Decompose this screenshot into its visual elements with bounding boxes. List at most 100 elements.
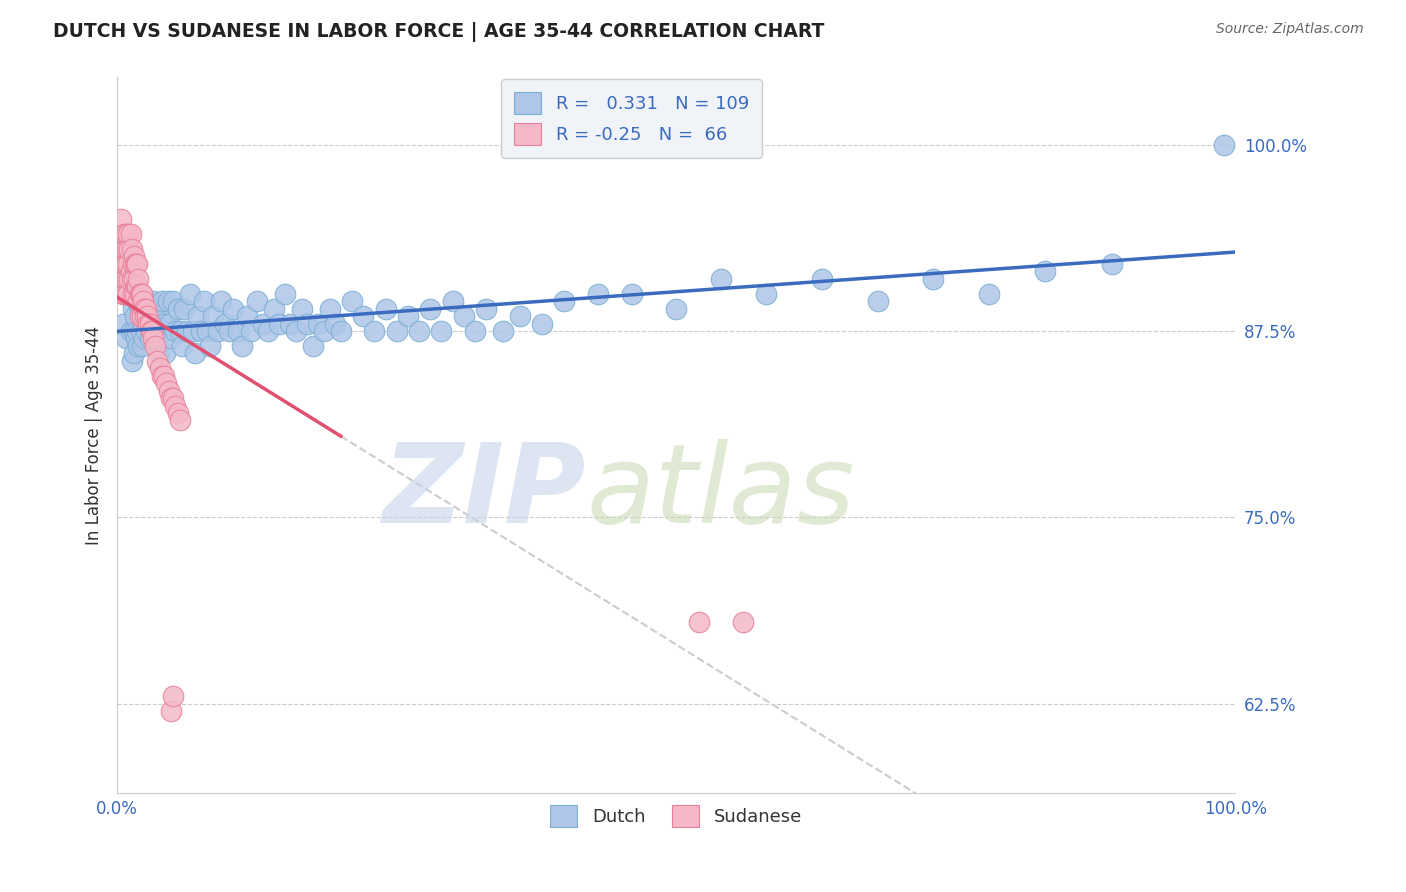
Point [733, 615, 755, 629]
Point [1033, 264, 1056, 278]
Point [121, 301, 143, 316]
Point [187, 309, 209, 323]
Point [124, 309, 146, 323]
Point [165, 399, 187, 413]
Point [755, 286, 778, 301]
Point [115, 227, 138, 241]
Point [170, 339, 193, 353]
Point [291, 301, 314, 316]
Point [127, 257, 149, 271]
Point [152, 317, 174, 331]
Point [257, 324, 280, 338]
Point [125, 257, 148, 271]
Point [115, 257, 138, 271]
Point [162, 690, 184, 704]
Point [665, 301, 688, 316]
Point [162, 294, 184, 309]
Point [160, 331, 183, 345]
Point [531, 317, 554, 331]
Point [117, 227, 139, 241]
Point [134, 309, 156, 323]
Point [166, 301, 188, 316]
Point [184, 346, 207, 360]
Point [430, 324, 453, 338]
Point [143, 331, 166, 345]
Point [329, 324, 352, 338]
Point [139, 301, 162, 316]
Point [132, 331, 155, 345]
Point [138, 317, 160, 331]
Point [110, 212, 132, 227]
Point [620, 286, 643, 301]
Point [155, 346, 177, 360]
Y-axis label: In Labor Force | Age 35-44: In Labor Force | Age 35-44 [86, 326, 103, 545]
Point [120, 227, 142, 241]
Legend: Dutch, Sudanese: Dutch, Sudanese [543, 798, 810, 834]
Point [385, 324, 408, 338]
Point [922, 272, 945, 286]
Text: DUTCH VS SUDANESE IN LABOR FORCE | AGE 35-44 CORRELATION CHART: DUTCH VS SUDANESE IN LABOR FORCE | AGE 3… [53, 22, 825, 42]
Point [121, 257, 143, 271]
Point [157, 317, 180, 331]
Point [179, 286, 201, 301]
Point [169, 413, 191, 427]
Point [509, 309, 531, 323]
Point [323, 317, 346, 331]
Point [114, 272, 136, 286]
Point [710, 272, 733, 286]
Point [121, 286, 143, 301]
Point [125, 279, 148, 293]
Point [117, 286, 139, 301]
Point [149, 309, 172, 323]
Point [155, 376, 177, 391]
Point [408, 324, 430, 338]
Point [128, 309, 150, 323]
Point [207, 324, 229, 338]
Point [475, 301, 498, 316]
Point [115, 286, 138, 301]
Point [122, 324, 145, 338]
Point [173, 301, 195, 316]
Point [214, 317, 236, 331]
Point [131, 339, 153, 353]
Point [132, 317, 155, 331]
Point [193, 294, 215, 309]
Point [138, 331, 160, 345]
Point [124, 286, 146, 301]
Point [136, 294, 159, 309]
Point [318, 301, 340, 316]
Point [226, 324, 249, 338]
Point [141, 324, 163, 338]
Point [307, 317, 329, 331]
Point [127, 272, 149, 286]
Point [166, 406, 188, 420]
Point [128, 286, 150, 301]
Point [136, 309, 159, 323]
Point [127, 279, 149, 293]
Point [464, 324, 486, 338]
Point [246, 294, 269, 309]
Point [157, 384, 180, 398]
Point [302, 339, 325, 353]
Point [121, 272, 143, 286]
Point [198, 339, 221, 353]
Point [231, 339, 253, 353]
Point [111, 286, 134, 301]
Point [145, 301, 167, 316]
Point [138, 317, 160, 331]
Point [810, 272, 832, 286]
Text: atlas: atlas [586, 439, 855, 546]
Point [274, 286, 297, 301]
Point [127, 294, 149, 309]
Point [269, 317, 291, 331]
Point [124, 257, 146, 271]
Point [111, 317, 134, 331]
Point [118, 272, 141, 286]
Point [153, 368, 176, 383]
Point [176, 324, 198, 338]
Point [111, 257, 134, 271]
Point [160, 704, 183, 718]
Point [252, 317, 274, 331]
Point [453, 309, 475, 323]
Point [118, 242, 141, 256]
